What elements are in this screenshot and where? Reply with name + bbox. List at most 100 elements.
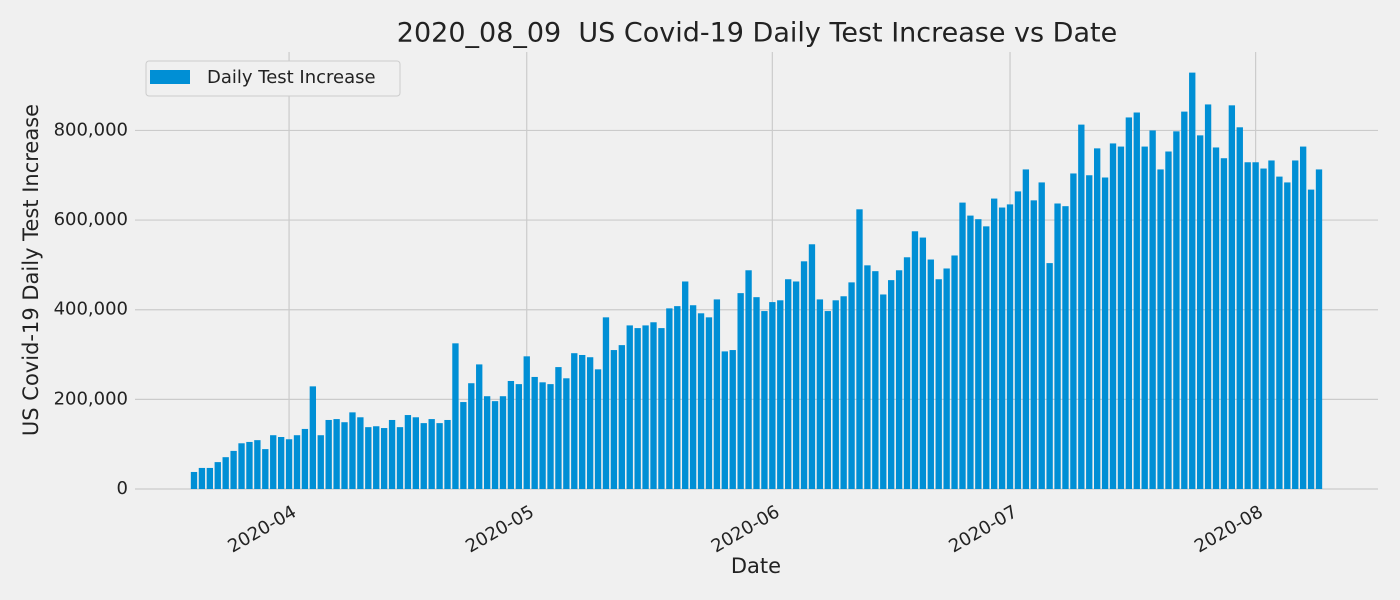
bar — [745, 270, 752, 489]
bar — [539, 382, 546, 489]
bar — [1276, 176, 1283, 490]
bar — [262, 449, 269, 489]
y-tick-label: 800,000 — [54, 119, 128, 140]
bar — [1228, 105, 1236, 489]
bar — [1038, 182, 1045, 490]
bar — [1252, 162, 1259, 489]
chart-title: 2020_08_09 US Covid-19 Daily Test Increa… — [397, 18, 1117, 49]
bar — [1244, 162, 1251, 489]
bar — [1109, 143, 1117, 490]
bar — [610, 350, 618, 489]
y-tick-label: 600,000 — [54, 209, 128, 230]
bar — [428, 419, 435, 489]
bar — [325, 419, 332, 489]
bar — [586, 357, 594, 489]
bar — [1292, 160, 1299, 489]
bar — [1315, 169, 1323, 489]
bar — [1212, 147, 1220, 489]
bar — [697, 313, 705, 489]
bar — [705, 317, 713, 489]
y-tick-label: 400,000 — [54, 299, 128, 320]
bar — [792, 281, 800, 489]
bar — [190, 471, 198, 489]
bar — [666, 308, 673, 489]
bar — [285, 439, 293, 489]
bar — [301, 428, 309, 489]
bar — [357, 417, 364, 489]
bar — [737, 293, 744, 489]
legend-label: Daily Test Increase — [207, 67, 376, 88]
bar — [777, 300, 784, 489]
legend-swatch — [150, 70, 190, 84]
bar — [1204, 104, 1212, 489]
y-axis-label: US Covid-19 Daily Test Increase — [19, 104, 43, 436]
bar — [959, 202, 966, 489]
bar — [555, 367, 562, 489]
bar — [483, 396, 491, 489]
bar — [436, 423, 443, 489]
bar — [1133, 112, 1140, 489]
bar — [975, 219, 982, 489]
bar — [254, 440, 261, 489]
bars — [190, 72, 1323, 490]
bar — [840, 296, 847, 489]
bar — [270, 435, 277, 489]
bar — [444, 419, 451, 489]
bar — [476, 364, 483, 489]
bar — [800, 261, 808, 489]
bar — [1030, 200, 1037, 489]
bar — [333, 419, 340, 489]
bar — [515, 384, 522, 489]
x-axis-label: Date — [731, 554, 781, 578]
bar — [523, 356, 530, 489]
bar — [935, 279, 942, 489]
bar — [452, 343, 459, 489]
bar — [1220, 158, 1228, 489]
bar — [729, 350, 736, 489]
bar — [309, 386, 317, 489]
bar — [531, 376, 538, 489]
bar — [856, 209, 863, 489]
bar — [491, 401, 499, 489]
bar — [1196, 135, 1204, 489]
bar — [967, 215, 974, 489]
bar — [1125, 117, 1133, 489]
bar — [761, 311, 768, 489]
bar — [238, 443, 245, 489]
bar — [650, 322, 657, 489]
bar — [388, 419, 396, 489]
bar — [1014, 191, 1022, 490]
bar — [594, 369, 602, 489]
bar — [380, 428, 388, 489]
bar — [373, 426, 380, 489]
bar — [951, 255, 958, 489]
bar — [864, 265, 871, 489]
bar — [618, 345, 625, 489]
bar — [341, 422, 348, 489]
legend: Daily Test Increase — [145, 60, 401, 97]
bar — [998, 207, 1006, 490]
bar — [1078, 124, 1085, 490]
bar — [753, 297, 760, 489]
bar — [943, 268, 950, 489]
bar — [404, 415, 412, 489]
bar — [689, 305, 697, 489]
bar — [1189, 72, 1196, 490]
bar — [682, 281, 689, 489]
bar — [1101, 177, 1109, 489]
bar — [1284, 182, 1291, 490]
bar — [911, 231, 919, 490]
bar — [222, 457, 229, 489]
bar — [642, 325, 649, 489]
bar — [1117, 146, 1125, 489]
bar — [888, 280, 895, 489]
bar — [317, 435, 324, 489]
bar — [927, 259, 934, 489]
bar — [460, 402, 467, 489]
bar — [602, 317, 610, 489]
bar — [808, 244, 816, 489]
y-tick-label: 0 — [117, 478, 128, 499]
bar — [230, 450, 237, 489]
